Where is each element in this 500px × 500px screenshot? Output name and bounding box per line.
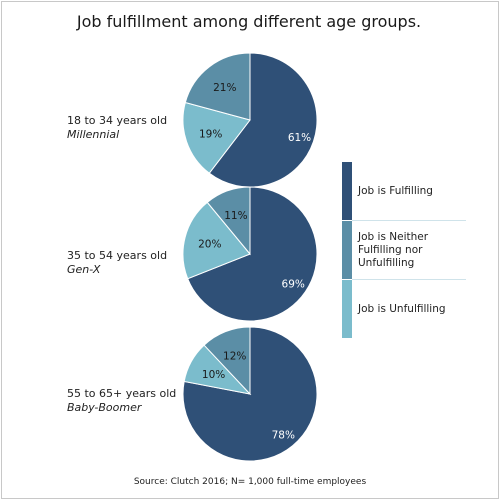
pie-slice-unfulfilling (182, 101, 251, 174)
group-label-baby-boomer: 55 to 65+ years old Baby-Boomer (67, 387, 176, 415)
legend-label: Job is Unfulfilling (358, 302, 446, 315)
pie-slice-neither (203, 326, 251, 396)
legend-label: Job is Fulfilling (358, 184, 433, 197)
data-label-neither: 11% (224, 210, 247, 222)
generation-label: Millennial (67, 128, 120, 141)
chart-title: Job fulfillment among different age grou… (76, 12, 422, 31)
legend-label: Job is Neither Fulfilling nor Unfulfilli… (358, 230, 429, 269)
pie-slice-neither (184, 52, 251, 121)
group-label-genx: 35 to 54 years old Gen-X (67, 249, 167, 277)
legend-swatch-fulfilling (342, 162, 352, 220)
pie-slice-neither (206, 186, 251, 256)
legend-swatch-unfulfilling (342, 280, 352, 338)
generation-label: Gen-X (67, 263, 101, 276)
age-range-label: 55 to 65+ years old (67, 387, 177, 400)
pie-slice-unfulfilling (182, 201, 251, 280)
legend-item-neither: Job is Neither Fulfilling nor Unfulfilli… (342, 221, 466, 279)
generation-label: Baby-Boomer (67, 401, 142, 414)
data-label-fulfilling: 78% (272, 429, 295, 441)
source-note: Source: Clutch 2016; N= 1,000 full-time … (133, 477, 367, 487)
legend-swatch-neither (342, 221, 352, 279)
pie-slice-fulfilling (182, 326, 318, 462)
age-range-label: 18 to 34 years old (67, 114, 168, 127)
age-range-label: 35 to 54 years old (67, 249, 168, 262)
data-label-unfulfilling: 10% (202, 369, 225, 381)
data-label-fulfilling: 69% (282, 278, 305, 290)
legend-item-unfulfilling: Job is Unfulfilling (342, 280, 466, 338)
data-label-unfulfilling: 20% (198, 239, 221, 251)
data-label-unfulfilling: 19% (199, 128, 222, 140)
data-label-neither: 21% (213, 82, 236, 94)
pie-slice-fulfilling (187, 186, 318, 322)
legend-divider (352, 279, 466, 280)
group-label-millennial: 18 to 34 years old Millennial (67, 114, 167, 142)
legend-divider (352, 220, 466, 221)
legend-item-fulfilling: Job is Fulfilling (342, 162, 466, 220)
data-label-neither: 12% (223, 350, 246, 362)
legend: Job is Fulfilling Job is Neither Fulfill… (342, 162, 466, 338)
pie-slice-fulfilling (208, 52, 318, 188)
data-label-fulfilling: 61% (288, 132, 311, 144)
